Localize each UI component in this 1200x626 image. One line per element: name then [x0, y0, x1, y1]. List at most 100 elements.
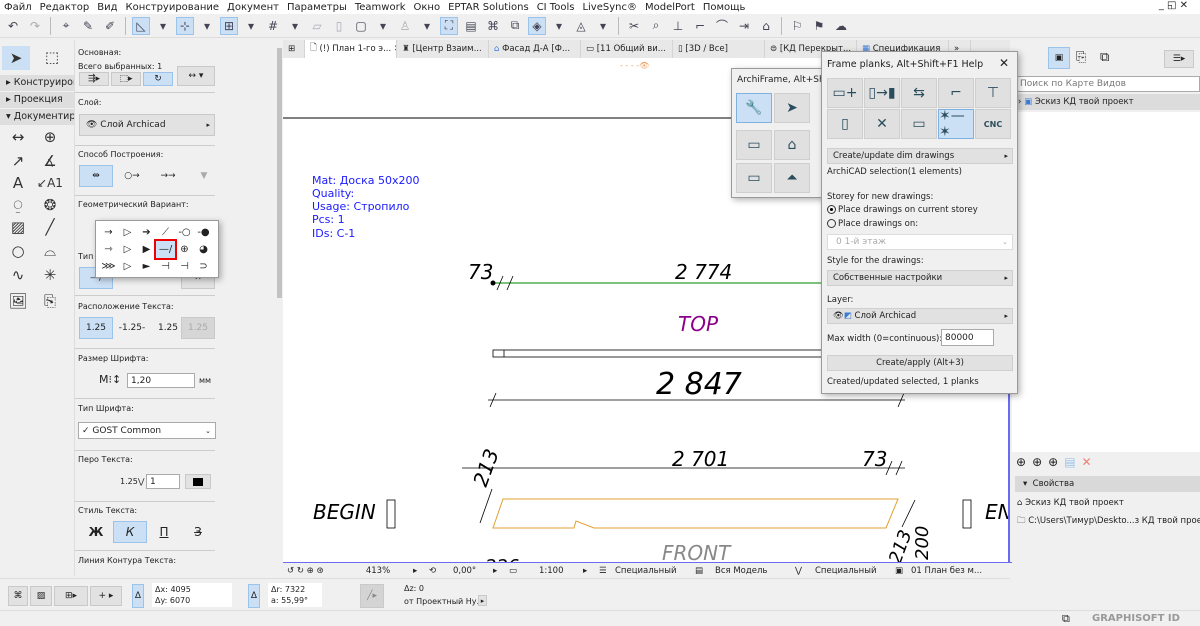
construction-base-button[interactable]: ○→	[124, 171, 140, 181]
marker-circle[interactable]: -○	[178, 227, 191, 238]
marker-dot[interactable]: -●	[197, 227, 210, 238]
snap-grid-button[interactable]: ▨	[30, 586, 52, 606]
arrow-icon[interactable]: ▸	[583, 565, 588, 576]
flag-list-icon[interactable]: ⚑	[813, 18, 825, 33]
new-view-icon[interactable]: ⊕	[1016, 455, 1033, 469]
dimension-drawing-icon[interactable]: ✶—✶	[938, 108, 974, 140]
menu-file[interactable]: Файл	[4, 1, 32, 13]
maxwidth-input[interactable]: 80000	[941, 329, 994, 346]
flag-icon[interactable]: ⚐	[791, 18, 803, 33]
graphisoft-id[interactable]: GRAPHISOFT ID	[1092, 613, 1180, 624]
marker-big-solid[interactable]: ►	[142, 261, 151, 272]
text-above-button[interactable]: 1.25	[79, 317, 113, 339]
marker-tick-selected[interactable]: —/	[154, 239, 177, 260]
snap-guide-button[interactable]: ⊞▸	[54, 586, 88, 606]
pen-input[interactable]: 1	[146, 474, 180, 489]
element-type-button[interactable]: ⇶▸	[79, 72, 109, 86]
clone-view-icon[interactable]: ⊕	[1032, 455, 1049, 469]
dropdown-icon[interactable]: ▾	[379, 18, 387, 33]
dropdown-icon[interactable]: ▾	[203, 18, 211, 33]
dropdown-icon[interactable]: ▾	[247, 18, 255, 33]
join-icon[interactable]: ⇆	[901, 78, 937, 108]
corner-icon[interactable]: ⌐	[694, 18, 706, 33]
level-dimension-icon[interactable]: ⊕	[43, 128, 57, 146]
dx-value[interactable]: 4095	[170, 585, 191, 594]
text-below-button[interactable]: 1.25	[157, 323, 179, 333]
dropdown-icon[interactable]: ▾	[555, 18, 563, 33]
grid-icon[interactable]: #	[267, 18, 279, 33]
snap-cross-button[interactable]: ⌘	[8, 586, 28, 606]
dy-value[interactable]: 6070	[169, 596, 191, 605]
menu-modelport[interactable]: ModelPort	[644, 1, 695, 13]
scroll-thumb[interactable]	[277, 48, 282, 298]
model-view[interactable]: Вся Модель	[715, 565, 768, 576]
action-select[interactable]: Create/update dim drawings ▸	[827, 148, 1013, 164]
undo-icon[interactable]: ↶	[7, 18, 19, 33]
marker-tri-line[interactable]: ▷	[123, 261, 132, 272]
elevation-icon[interactable]: ⊥	[672, 18, 684, 33]
marker-hook[interactable]: ⊃	[199, 261, 208, 272]
marker-tool-icon[interactable]: ⍜	[13, 196, 23, 214]
guide-lines-icon[interactable]: ◺	[132, 16, 150, 35]
toolbox-group-design[interactable]: ▸ Конструирование	[0, 75, 74, 91]
plank-top-view[interactable]	[492, 349, 824, 358]
snap-point-button[interactable]: + ▸	[90, 586, 122, 606]
close-icon[interactable]: ✕	[998, 56, 1009, 70]
zoom-level[interactable]: 413%	[365, 565, 391, 576]
menu-help[interactable]: Помощь	[702, 1, 746, 13]
trace-icon[interactable]: ⛶	[440, 16, 458, 35]
render-icon[interactable]: ◬	[576, 18, 586, 33]
style-select[interactable]: Собственные настройки ▸	[827, 270, 1013, 286]
relative-coords-button[interactable]: Δ	[132, 584, 144, 608]
marker-solid[interactable]: ▶	[142, 244, 151, 255]
dropdown-icon[interactable]: ▾	[423, 18, 431, 33]
infobox-scrollbar[interactable]	[276, 40, 283, 576]
marker-double-arrow[interactable]: ⇾	[104, 244, 113, 255]
hotspot-tool-icon[interactable]: ✳	[43, 266, 57, 284]
create-apply-button[interactable]: Create/apply (Alt+3)	[827, 355, 1013, 371]
tab-3d[interactable]: ▯ [3D / Все]	[673, 40, 765, 58]
cross-joint-icon[interactable]: ✕	[864, 109, 900, 139]
new-folder-icon[interactable]: ⊕	[1048, 455, 1065, 469]
menu-document[interactable]: Документ	[227, 1, 279, 13]
grid-snap-icon[interactable]: ⊞	[220, 16, 238, 35]
menu-window[interactable]: Окно	[413, 1, 441, 13]
selection-mode-button[interactable]: ⬚▸	[111, 72, 141, 86]
zoom-controls[interactable]: ↺ ↻ ⊕ ⊛	[287, 565, 324, 576]
cut-icon[interactable]: ▯	[827, 109, 863, 139]
marker-open-triangle[interactable]: ▷	[123, 227, 132, 238]
menu-edit[interactable]: Редактор	[39, 1, 90, 13]
tabs-more-button[interactable]: »	[949, 40, 971, 58]
arc-icon[interactable]: ⌒	[715, 19, 728, 33]
properties-header[interactable]: ▾ Свойства	[1015, 476, 1200, 492]
dropdown-icon[interactable]: ▾	[159, 18, 167, 33]
house-icon[interactable]: ⌂	[762, 18, 770, 33]
figure-tool-icon[interactable]: 🖼	[8, 292, 28, 310]
reference-dropdown[interactable]: ▸	[478, 595, 487, 606]
layout-book-icon[interactable]: ⎘	[1076, 50, 1087, 65]
tab-elevation[interactable]: ⌂ Фасад Д-А [Ф...	[489, 40, 581, 58]
roof-icon[interactable]: ⏶	[774, 163, 810, 193]
plank-front-view[interactable]	[492, 498, 899, 529]
line-tool-icon[interactable]: ╱	[45, 218, 55, 236]
drawing-tool-icon[interactable]: ⎘	[43, 292, 56, 310]
navigator-menu-button[interactable]: ☰▸	[1164, 50, 1194, 68]
menu-options[interactable]: Параметры	[286, 1, 347, 13]
strikethrough-button[interactable]: З	[194, 525, 202, 539]
menu-eptar[interactable]: EPTAR Solutions	[448, 1, 529, 13]
text-inline-button[interactable]: -1.25-	[118, 323, 146, 333]
corner-joint-icon[interactable]: ⌐	[938, 78, 974, 108]
menu-view[interactable]: Вид	[97, 1, 118, 13]
dropdown-icon[interactable]: ▾	[291, 18, 299, 33]
text-tool-icon[interactable]: A	[12, 174, 24, 192]
toolbox-group-documentation[interactable]: ▾ Документирование	[0, 109, 74, 125]
da-value[interactable]: 55,99°	[281, 596, 309, 605]
tree-item-project[interactable]: › ▣ Эскиз КД твой проект	[1012, 94, 1200, 110]
construction-elevation-button[interactable]: ▼	[200, 171, 208, 181]
marker-open-arrow[interactable]: →	[104, 227, 113, 238]
menu-ci-tools[interactable]: CI Tools	[536, 1, 575, 13]
construction-linear-button[interactable]: ⇹	[79, 165, 113, 187]
marker-half-dot[interactable]: ◕	[199, 244, 208, 255]
rotate-button[interactable]: ↻	[143, 72, 173, 86]
dimension-type-button[interactable]: ↔ ▾	[177, 66, 215, 86]
